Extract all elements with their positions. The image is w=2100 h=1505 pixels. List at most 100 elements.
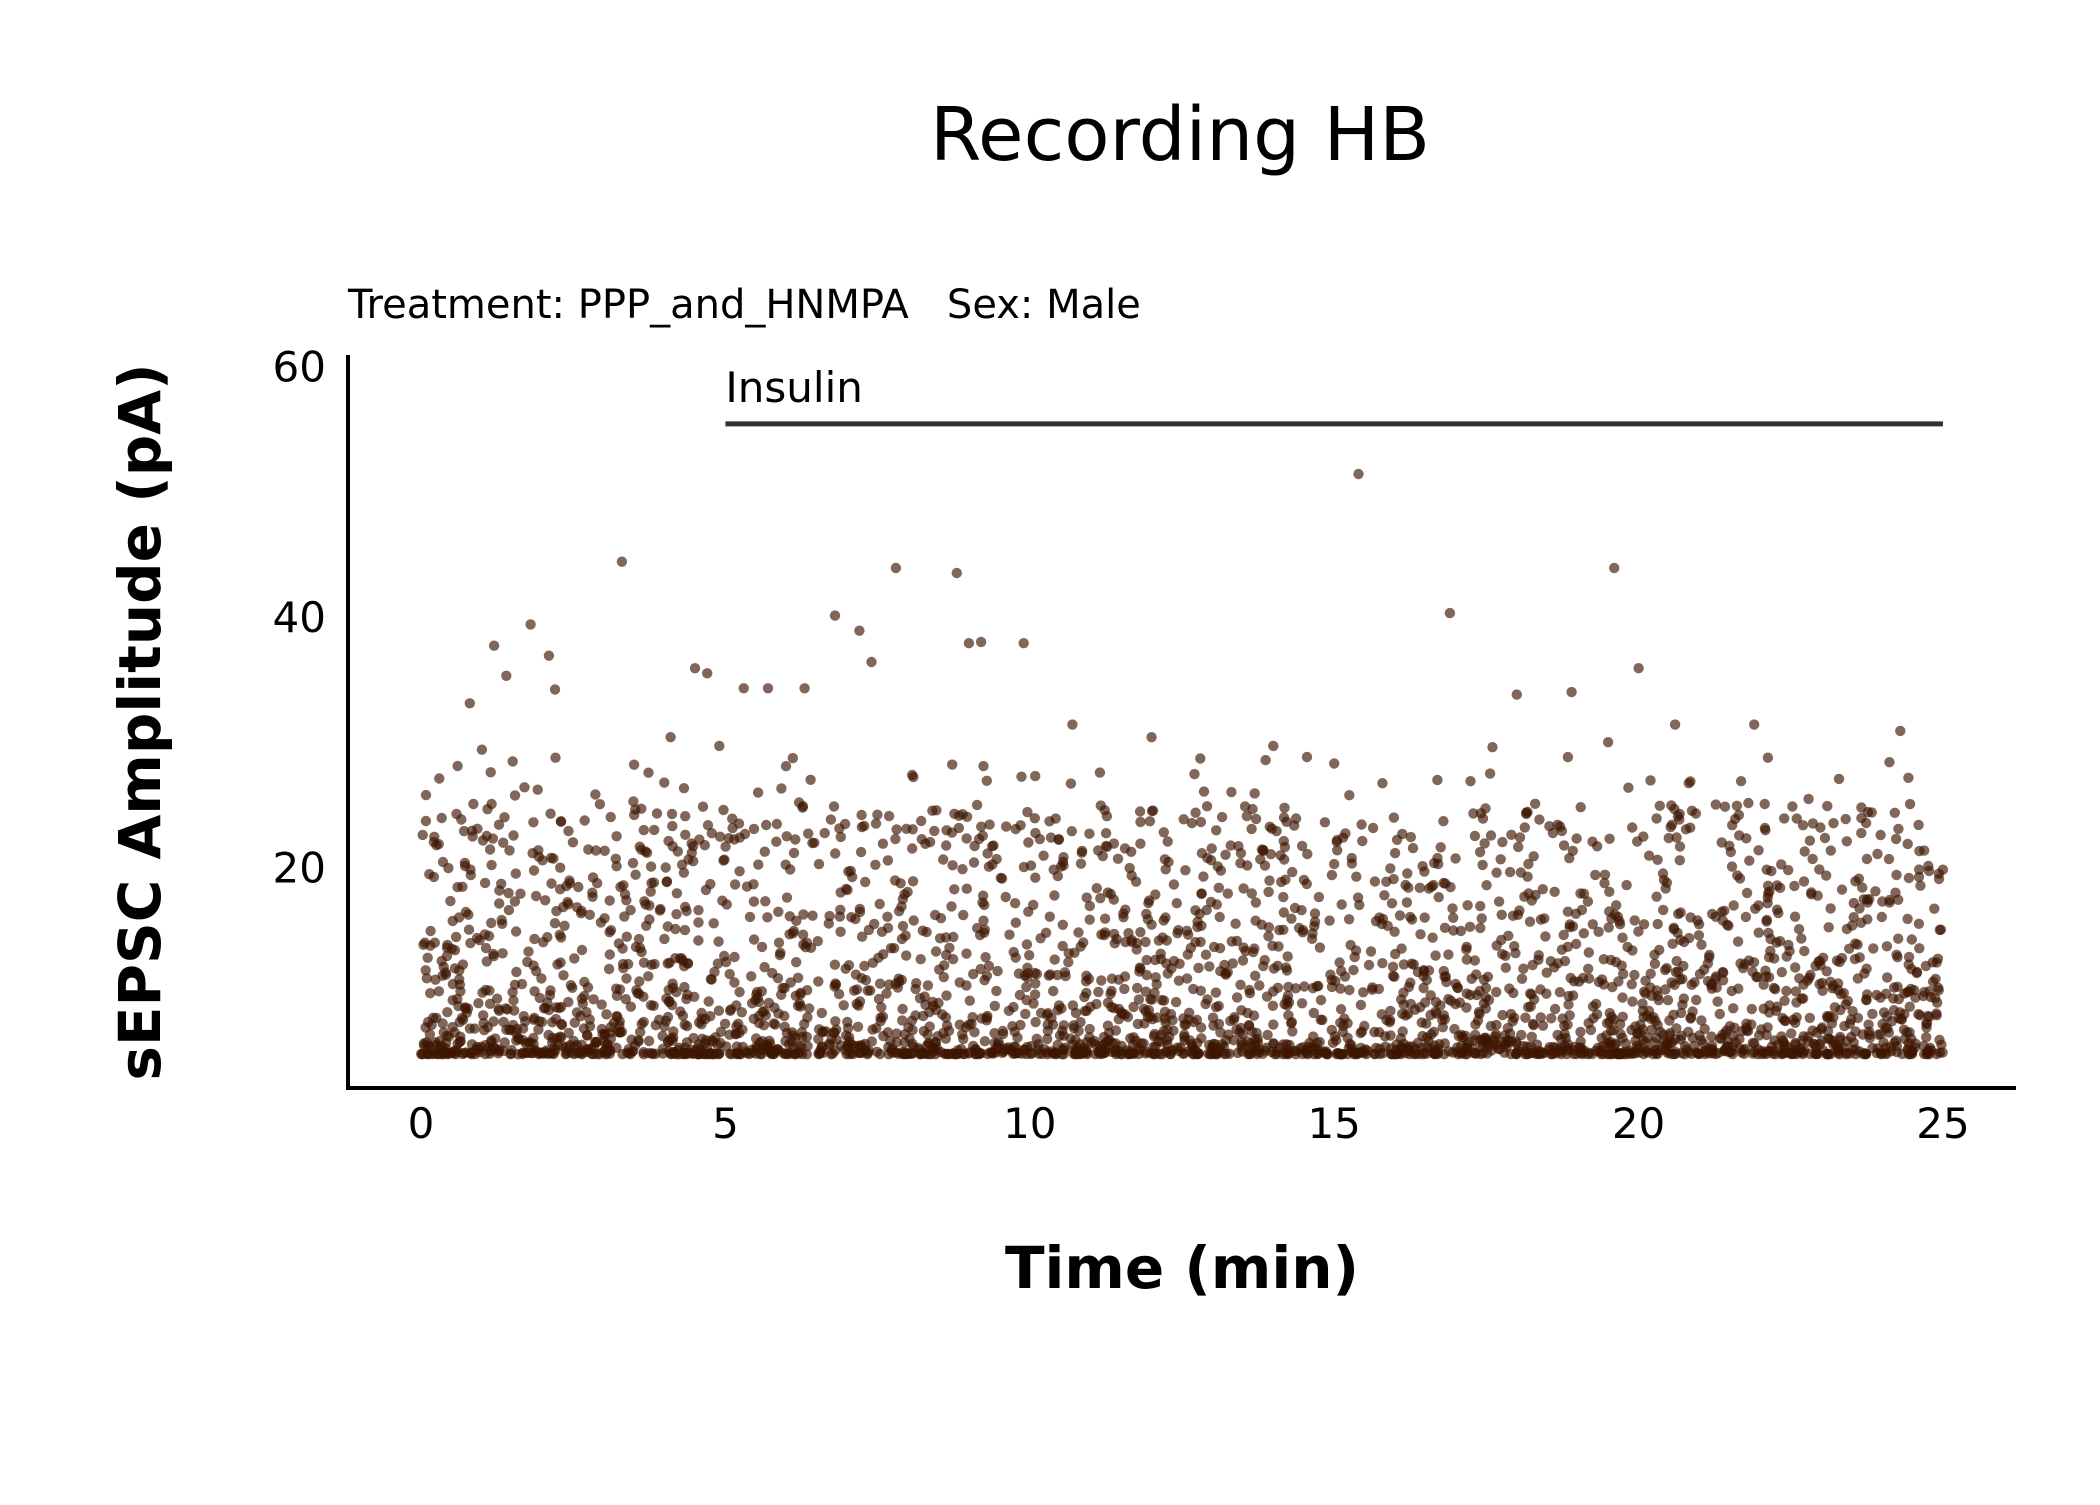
data-point — [807, 910, 818, 921]
data-point — [1021, 939, 1033, 950]
data-point — [930, 909, 941, 921]
data-point — [1665, 1037, 1676, 1049]
data-point — [1421, 974, 1433, 986]
data-point — [1402, 868, 1413, 879]
data-point — [518, 1011, 529, 1022]
data-point — [581, 1007, 592, 1018]
data-point — [1382, 920, 1393, 931]
data-point — [1480, 803, 1491, 814]
data-point — [1303, 1041, 1315, 1052]
data-point — [872, 809, 883, 820]
data-point — [1590, 869, 1601, 881]
data-point — [1860, 1048, 1872, 1060]
data-point — [963, 1019, 975, 1030]
data-point — [1282, 951, 1293, 962]
data-point — [1445, 881, 1456, 893]
data-point — [515, 888, 526, 899]
data-point — [841, 1048, 852, 1060]
data-point — [1018, 638, 1029, 649]
data-point — [1610, 956, 1622, 968]
data-point — [1493, 896, 1505, 907]
data-point — [1359, 1020, 1370, 1032]
data-point — [944, 942, 955, 953]
data-point — [1500, 950, 1511, 961]
data-point — [465, 869, 476, 881]
data-point — [1761, 914, 1773, 926]
data-point — [941, 990, 952, 1001]
data-point — [1332, 1047, 1343, 1059]
data-point — [486, 917, 497, 929]
data-point — [1526, 1031, 1538, 1043]
data-point — [1799, 846, 1810, 857]
data-point — [790, 990, 801, 1001]
data-point — [1183, 929, 1194, 940]
data-point — [1903, 959, 1914, 970]
data-point — [856, 809, 867, 821]
data-point — [978, 915, 989, 926]
data-point — [1016, 771, 1027, 782]
data-point — [1432, 1047, 1444, 1058]
data-point — [443, 862, 454, 874]
data-point — [1500, 962, 1512, 973]
data-point — [485, 767, 496, 778]
data-point — [1522, 806, 1533, 818]
data-point — [1069, 1048, 1081, 1059]
data-point — [1042, 1025, 1054, 1037]
data-point — [1189, 768, 1200, 780]
data-point — [1564, 919, 1576, 930]
data-point — [443, 1031, 455, 1042]
data-point — [1558, 929, 1569, 941]
data-point — [930, 1037, 942, 1048]
data-point — [562, 896, 573, 908]
data-point — [891, 1028, 902, 1039]
data-point — [1868, 943, 1879, 954]
data-point — [1762, 892, 1774, 903]
data-point — [829, 959, 841, 970]
data-point — [1449, 1023, 1460, 1035]
data-point — [843, 960, 855, 971]
data-point — [545, 808, 556, 819]
data-point — [690, 1045, 701, 1057]
data-point — [1627, 996, 1638, 1007]
x-tick-labels: 0 5 10 15 20 25 — [408, 1099, 1970, 1148]
data-point — [1615, 1028, 1626, 1040]
data-point — [950, 1049, 962, 1060]
data-point — [468, 798, 479, 810]
data-point — [979, 1036, 991, 1047]
data-point — [1419, 912, 1430, 923]
data-point — [1472, 1015, 1484, 1026]
data-point — [1496, 934, 1507, 946]
data-point — [948, 931, 959, 943]
data-point — [1301, 878, 1313, 890]
data-point — [878, 1030, 889, 1042]
data-point — [1630, 1035, 1641, 1046]
data-point — [1198, 786, 1210, 797]
data-point — [1213, 882, 1225, 893]
data-point — [1652, 990, 1663, 1002]
data-point — [1279, 999, 1290, 1010]
data-point — [1155, 954, 1167, 965]
data-point — [1516, 973, 1528, 984]
data-point — [568, 1035, 579, 1047]
data-point — [458, 825, 470, 837]
data-point — [724, 1048, 736, 1059]
data-point — [1279, 802, 1290, 813]
data-point — [899, 1037, 910, 1048]
data-point — [1822, 800, 1833, 812]
data-point — [1162, 836, 1173, 847]
data-point — [538, 1003, 550, 1014]
data-point — [532, 784, 543, 795]
data-point — [576, 944, 588, 956]
data-point — [499, 812, 510, 823]
data-point — [1661, 877, 1673, 888]
data-point — [1358, 987, 1369, 998]
data-point — [1073, 927, 1084, 938]
data-point — [1513, 841, 1524, 853]
data-point — [780, 1048, 791, 1059]
data-point — [1210, 987, 1222, 998]
data-point — [1541, 967, 1552, 978]
data-point — [1664, 1015, 1675, 1026]
data-point — [1067, 719, 1078, 730]
data-point — [507, 756, 518, 767]
data-point — [1884, 757, 1895, 768]
